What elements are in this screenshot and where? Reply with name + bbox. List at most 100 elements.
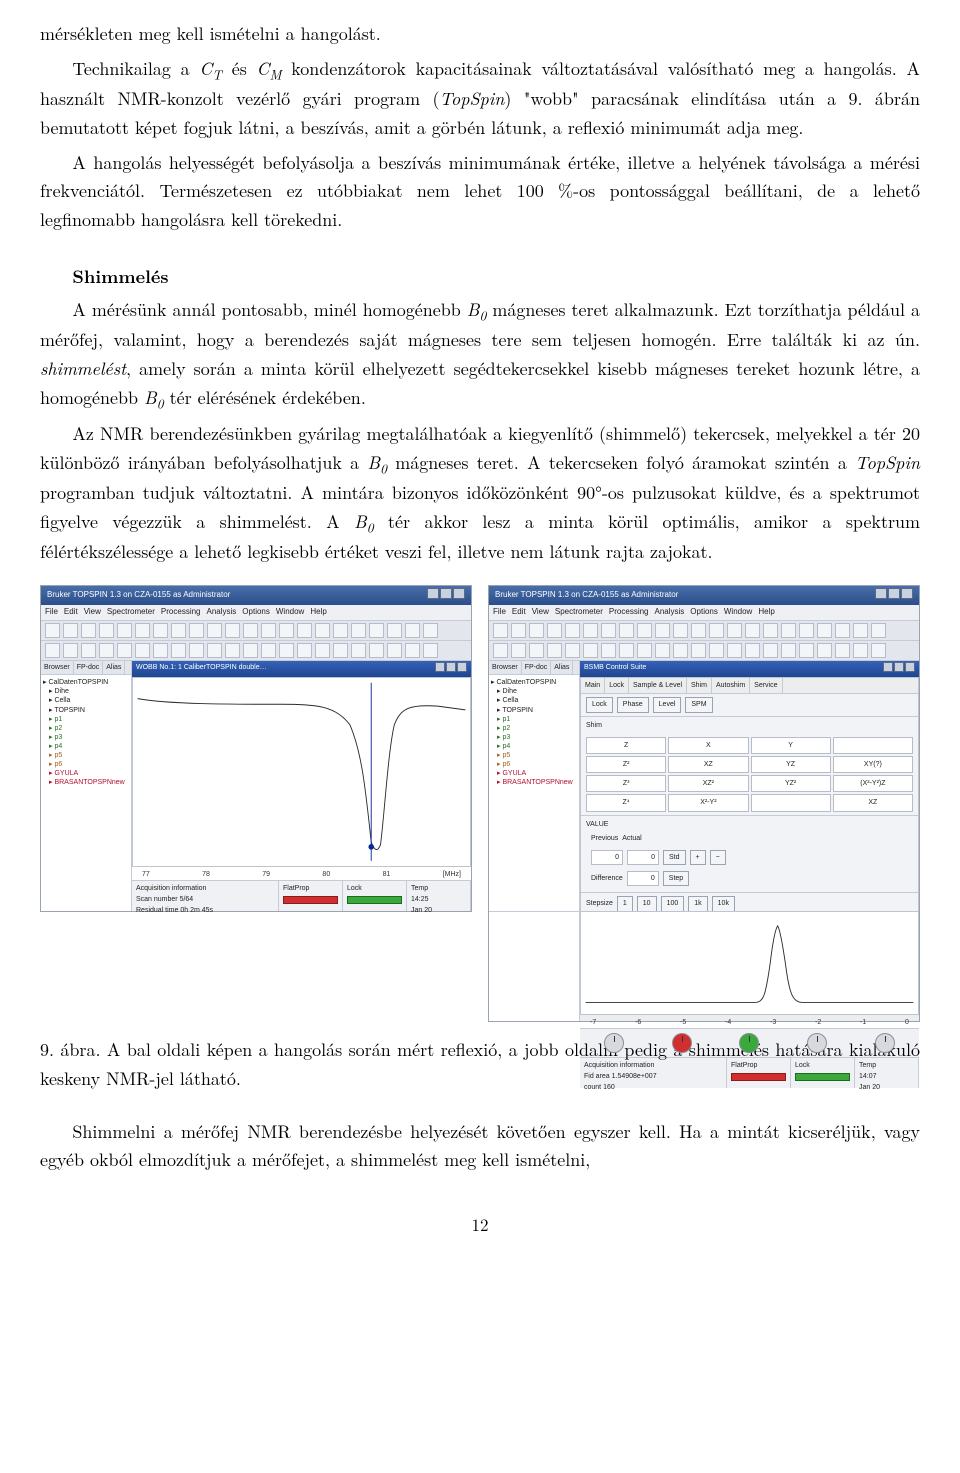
- toolbar-button[interactable]: [369, 623, 384, 638]
- tree-node[interactable]: ▸ p1: [43, 715, 129, 724]
- toolbar-button[interactable]: [565, 623, 580, 638]
- toolbar-button[interactable]: [835, 623, 850, 638]
- sidebar-tab[interactable]: Alias: [551, 661, 573, 674]
- toolbar-button[interactable]: [405, 623, 420, 638]
- step-button[interactable]: 10: [637, 896, 657, 911]
- toolbar-button[interactable]: [619, 643, 634, 658]
- toolbar-button[interactable]: [799, 643, 814, 658]
- shim-tab[interactable]: Lock: [605, 678, 629, 693]
- toolbar[interactable]: [41, 621, 471, 641]
- toolbar-button[interactable]: [369, 643, 384, 658]
- menu-spectrometer[interactable]: Spectrometer: [107, 606, 155, 619]
- menu-edit[interactable]: Edit: [512, 606, 526, 619]
- tree-node[interactable]: ▸ p2: [491, 724, 577, 733]
- tree-node[interactable]: ▸ TOPSPIN: [43, 706, 129, 715]
- toolbar-button[interactable]: [817, 623, 832, 638]
- toolbar-button[interactable]: [99, 643, 114, 658]
- toolbar-button[interactable]: [117, 623, 132, 638]
- toolbar-2[interactable]: [41, 641, 471, 661]
- tree-browser[interactable]: ▸ CalDatenTOPSPIN▸ Dihe▸ Cella▸ TOPSPIN▸…: [41, 675, 131, 790]
- shim-cell[interactable]: XZ: [668, 756, 748, 773]
- toolbar-button[interactable]: [171, 623, 186, 638]
- toolbar-button[interactable]: [745, 623, 760, 638]
- toolbar-button[interactable]: [871, 623, 886, 638]
- knob[interactable]: [875, 1033, 895, 1053]
- menu-help[interactable]: Help: [310, 606, 326, 619]
- menu-options[interactable]: Options: [242, 606, 270, 619]
- toolbar-button[interactable]: [619, 623, 634, 638]
- tree-node[interactable]: ▸ Cella: [491, 696, 577, 705]
- toolbar-button[interactable]: [81, 643, 96, 658]
- shim-tab[interactable]: Sample & Level: [629, 678, 687, 693]
- sidebar-tab[interactable]: Browser: [41, 661, 74, 674]
- step-button[interactable]: 10k: [712, 896, 735, 911]
- sidebar-tab[interactable]: FP-doc: [74, 661, 104, 674]
- shim-cell[interactable]: Z⁴: [586, 794, 666, 811]
- menu-view[interactable]: View: [84, 606, 101, 619]
- menu-spectrometer[interactable]: Spectrometer: [555, 606, 603, 619]
- toolbar-button[interactable]: [583, 643, 598, 658]
- tree-node[interactable]: ▸ p3: [491, 733, 577, 742]
- tree-node[interactable]: ▸ BRASANTOPSPNnew: [491, 778, 577, 787]
- toolbar-button[interactable]: [297, 643, 312, 658]
- toolbar-button[interactable]: [637, 623, 652, 638]
- toolbar-button[interactable]: [45, 623, 60, 638]
- tree-node[interactable]: ▸ GYULA: [491, 769, 577, 778]
- toolbar-button[interactable]: [763, 623, 778, 638]
- toolbar-button[interactable]: [333, 643, 348, 658]
- toolbar-button[interactable]: [781, 623, 796, 638]
- menu-options[interactable]: Options: [690, 606, 718, 619]
- toolbar-button[interactable]: [405, 643, 420, 658]
- toolbar-button[interactable]: [153, 643, 168, 658]
- tree-node[interactable]: ▸ p6: [491, 760, 577, 769]
- shim-tab[interactable]: Autoshim: [712, 678, 750, 693]
- toolbar-button[interactable]: [763, 643, 778, 658]
- toolbar-button[interactable]: [387, 643, 402, 658]
- shim-cell[interactable]: YZ²: [751, 775, 831, 792]
- toolbar-button[interactable]: [387, 623, 402, 638]
- toolbar-button[interactable]: [423, 643, 438, 658]
- toolbar-button[interactable]: [493, 623, 508, 638]
- toolbar-button[interactable]: [799, 623, 814, 638]
- toolbar-button[interactable]: [189, 623, 204, 638]
- step-button[interactable]: 100: [661, 896, 685, 911]
- toolbar-button[interactable]: [45, 643, 60, 658]
- toolbar-button[interactable]: [189, 643, 204, 658]
- shim-controls[interactable]: MainLockSample & LevelShimAutoshimServic…: [580, 677, 919, 915]
- tree-node[interactable]: ▸ p1: [491, 715, 577, 724]
- toolbar-button[interactable]: [547, 643, 562, 658]
- toolbar-button[interactable]: [207, 643, 222, 658]
- shim-cell[interactable]: X²-Y²: [668, 794, 748, 811]
- toolbar-button[interactable]: [817, 643, 832, 658]
- toolbar-button[interactable]: [655, 643, 670, 658]
- window-buttons[interactable]: [874, 588, 913, 604]
- shim-button[interactable]: Lock: [586, 697, 613, 712]
- window-buttons[interactable]: [426, 588, 465, 604]
- toolbar-button[interactable]: [117, 643, 132, 658]
- toolbar-button[interactable]: [493, 643, 508, 658]
- toolbar-button[interactable]: [601, 643, 616, 658]
- toolbar-button[interactable]: [81, 623, 96, 638]
- toolbar-button[interactable]: [351, 643, 366, 658]
- toolbar-button[interactable]: [745, 643, 760, 658]
- toolbar-button[interactable]: [261, 643, 276, 658]
- toolbar-button[interactable]: [871, 643, 886, 658]
- shim-tab[interactable]: Shim: [687, 678, 712, 693]
- step-button[interactable]: 1: [617, 896, 633, 911]
- toolbar-button[interactable]: [99, 623, 114, 638]
- shim-button[interactable]: Phase: [617, 697, 649, 712]
- toolbar-button[interactable]: [565, 643, 580, 658]
- toolbar-button[interactable]: [315, 623, 330, 638]
- shim-cell[interactable]: Z: [586, 737, 666, 754]
- sidebar[interactable]: BrowserFP-docAlias ▸ CalDatenTOPSPIN▸ Di…: [489, 661, 580, 911]
- toolbar-button[interactable]: [225, 643, 240, 658]
- tree-node[interactable]: ▸ TOPSPIN: [491, 706, 577, 715]
- tree-node[interactable]: ▸ Dihe: [43, 687, 129, 696]
- menu-file[interactable]: File: [45, 606, 58, 619]
- toolbar-button[interactable]: [225, 623, 240, 638]
- toolbar-button[interactable]: [243, 643, 258, 658]
- sidebar[interactable]: BrowserFP-docAlias ▸ CalDatenTOPSPIN▸ Di…: [41, 661, 132, 911]
- menu-help[interactable]: Help: [758, 606, 774, 619]
- menu-processing[interactable]: Processing: [161, 606, 201, 619]
- shim-cell[interactable]: XZ: [833, 794, 913, 811]
